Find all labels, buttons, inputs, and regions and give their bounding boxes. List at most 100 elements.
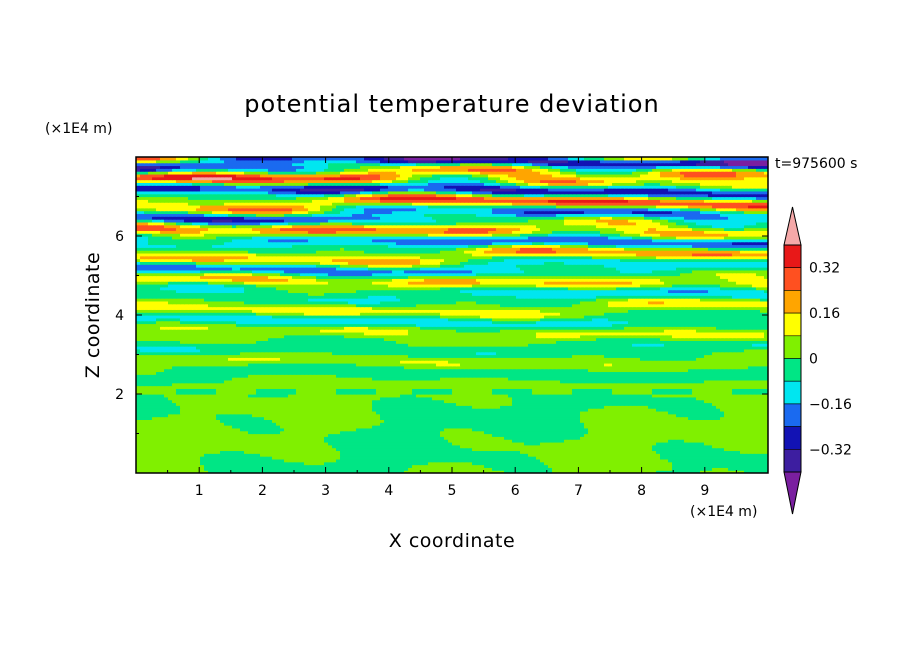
contour-cell (460, 439, 465, 443)
contour-cell (176, 436, 181, 440)
contour-cell (416, 444, 421, 449)
contour-cell (348, 456, 353, 460)
contour-cell (456, 419, 461, 423)
contour-cell (460, 408, 465, 412)
contour-cell (544, 430, 549, 435)
contour-cell (628, 430, 633, 435)
contour-cell (632, 470, 637, 473)
contour-cell (668, 439, 673, 443)
contour-cell (636, 427, 641, 432)
contour-cell (260, 419, 265, 423)
contour-cell (552, 413, 557, 418)
contour-cell (140, 453, 145, 457)
contour-cell (196, 461, 201, 466)
contour-cell (192, 458, 197, 463)
contour-cell (696, 399, 701, 404)
contour-cell (240, 422, 245, 426)
contour-cell (664, 436, 669, 440)
contour-cell (736, 458, 741, 463)
contour-cell (524, 450, 529, 454)
contour-cell (544, 427, 549, 432)
contour-cell (756, 399, 761, 404)
contour-cell (172, 410, 177, 415)
contour-cell (496, 419, 501, 423)
contour-cell (612, 416, 617, 420)
contour-cell (604, 430, 609, 435)
contour-cell (568, 436, 573, 440)
contour-cell (304, 467, 309, 471)
contour-cell (628, 444, 633, 449)
contour-cell (308, 436, 313, 440)
contour-cell (344, 433, 349, 437)
contour-cell (200, 444, 205, 449)
contour-cell (188, 413, 193, 418)
contour-cell (220, 439, 225, 443)
contour-cell (724, 419, 729, 423)
contour-cell (300, 408, 305, 412)
contour-cell (660, 450, 665, 454)
contour-cell (760, 470, 765, 473)
contour-cell (204, 416, 209, 420)
contour-cell (736, 439, 741, 443)
contour-cell (540, 408, 545, 412)
contour-cell (396, 402, 401, 406)
contour-cell (740, 416, 745, 420)
contour-cell (688, 416, 693, 420)
contour-cell (488, 413, 493, 418)
contour-cell (332, 439, 337, 443)
contour-cell (316, 458, 321, 463)
contour-cell (312, 439, 317, 443)
contour-cell (204, 439, 209, 443)
contour-cell (552, 450, 557, 454)
contour-cell (560, 444, 565, 449)
contour-cell (372, 470, 377, 473)
contour-cell (640, 405, 645, 409)
contour-cell (548, 456, 553, 460)
contour-cell (244, 422, 249, 426)
contour-cell (572, 450, 577, 454)
contour-cell (440, 422, 445, 426)
contour-cell (404, 396, 409, 401)
contour-cell (756, 447, 761, 452)
contour-cell (348, 396, 353, 401)
contour-cell (328, 444, 333, 449)
contour-cell (676, 396, 681, 401)
contour-cell (592, 444, 597, 449)
contour-cell (408, 399, 413, 404)
contour-cell (580, 467, 585, 471)
contour-cell (136, 467, 141, 471)
contour-cell (632, 408, 637, 412)
contour-cell (264, 464, 269, 468)
contour-cell (268, 467, 273, 471)
contour-cell (284, 456, 289, 460)
contour-cell (312, 433, 317, 437)
contour-cell (212, 467, 217, 471)
contour-cell (612, 458, 617, 463)
contour-cell (760, 444, 765, 449)
contour-cell (412, 464, 417, 468)
contour-cell (580, 453, 585, 457)
contour-cell (368, 444, 373, 449)
contour-cell (616, 450, 621, 454)
contour-cell (304, 425, 309, 429)
contour-cell (604, 405, 609, 409)
contour-cell (500, 441, 505, 446)
contour-cell (308, 410, 313, 415)
contour-cell (184, 419, 189, 423)
contour-cell (356, 450, 361, 454)
contour-cell (552, 453, 557, 457)
contour-cell (420, 430, 425, 435)
contour-cell (324, 444, 329, 449)
contour-cell (280, 422, 285, 426)
contour-cell (552, 408, 557, 412)
contour-cell (140, 447, 145, 452)
contour-cell (276, 453, 281, 457)
contour-cell (336, 422, 341, 426)
contour-cell (544, 441, 549, 446)
contour-cell (344, 425, 349, 429)
contour-cell (548, 441, 553, 446)
contour-cell (232, 450, 237, 454)
contour-cell (640, 413, 645, 418)
contour-cell (192, 453, 197, 457)
contour-cell (404, 430, 409, 435)
